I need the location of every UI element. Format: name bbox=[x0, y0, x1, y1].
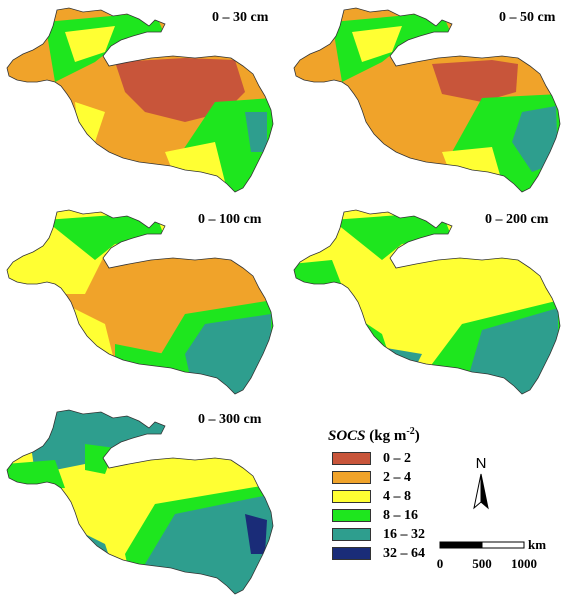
map-panel-0-300cm: 0 – 300 cm bbox=[0, 404, 280, 598]
legend-label: 8 – 16 bbox=[383, 507, 418, 523]
north-arrow: N bbox=[466, 452, 496, 516]
map-panel-0-100cm: 0 – 100 cm bbox=[0, 204, 280, 398]
scale-tick: 0 bbox=[437, 556, 444, 571]
legend-unit-close: ) bbox=[414, 428, 420, 444]
legend-variable: SOCS bbox=[328, 428, 366, 444]
legend-label: 32 – 64 bbox=[383, 545, 425, 561]
depth-label: 0 – 100 cm bbox=[198, 212, 262, 227]
legend-swatch bbox=[332, 509, 371, 522]
legend-item: 32 – 64 bbox=[332, 544, 462, 563]
legend-label: 4 – 8 bbox=[383, 488, 411, 504]
legend-item: 0 – 2 bbox=[332, 449, 462, 468]
scale-bar: km 0 500 1000 bbox=[432, 536, 558, 576]
legend: SOCS (kg m-2) 0 – 2 2 – 4 4 – 8 8 – 16 16 – … bbox=[322, 426, 462, 563]
north-arrow-icon: N bbox=[473, 455, 489, 510]
legend-item: 2 – 4 bbox=[332, 468, 462, 487]
legend-swatch bbox=[332, 490, 371, 503]
legend-swatch bbox=[332, 452, 371, 465]
legend-item: 8 – 16 bbox=[332, 506, 462, 525]
legend-unit: (kg m bbox=[369, 428, 407, 444]
legend-item: 4 – 8 bbox=[332, 487, 462, 506]
map-panel-0-200cm: 0 – 200 cm bbox=[287, 204, 567, 398]
scale-tick: 1000 bbox=[511, 556, 537, 571]
legend-item: 16 – 32 bbox=[332, 525, 462, 544]
depth-label: 0 – 300 cm bbox=[198, 412, 262, 427]
legend-title: SOCS (kg m-2) bbox=[328, 426, 462, 445]
legend-unit-exponent: -2 bbox=[406, 426, 415, 437]
depth-label: 0 – 50 cm bbox=[499, 10, 556, 25]
map-panel-0-30cm: 0 – 30 cm bbox=[0, 2, 280, 196]
depth-label: 0 – 200 cm bbox=[485, 212, 549, 227]
legend-swatch bbox=[332, 528, 371, 541]
legend-swatch bbox=[332, 471, 371, 484]
scale-unit: km bbox=[528, 537, 546, 552]
scale-tick: 500 bbox=[472, 556, 492, 571]
legend-label: 16 – 32 bbox=[383, 526, 425, 542]
legend-swatch bbox=[332, 547, 371, 560]
map-panel-0-50cm: 0 – 50 cm bbox=[287, 2, 567, 196]
north-label: N bbox=[476, 455, 487, 472]
legend-label: 0 – 2 bbox=[383, 450, 411, 466]
legend-label: 2 – 4 bbox=[383, 469, 411, 485]
depth-label: 0 – 30 cm bbox=[212, 10, 269, 25]
